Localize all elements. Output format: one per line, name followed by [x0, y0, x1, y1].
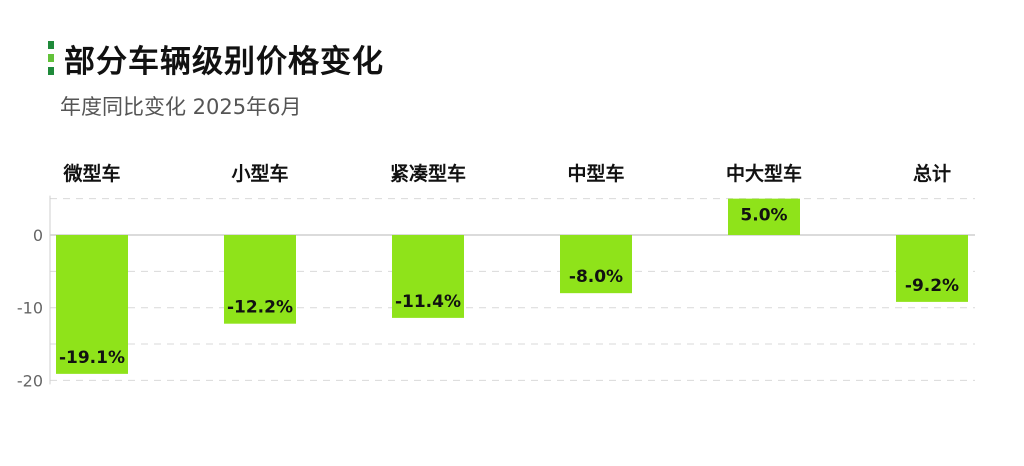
category-label: 总计 — [913, 162, 951, 185]
bar — [392, 235, 464, 318]
bars — [56, 198, 968, 374]
bar — [896, 235, 968, 302]
bar — [728, 198, 800, 235]
y-tick-label: -10 — [17, 299, 43, 318]
data-label: 5.0% — [740, 206, 787, 226]
data-label: -9.2% — [905, 276, 959, 296]
y-axis: 0 -10 -20 — [17, 195, 51, 390]
bar — [56, 235, 128, 374]
category-labels: 微型车 小型车 紧凑型车 中型车 中大型车 总计 — [62, 162, 951, 185]
data-label: -12.2% — [227, 298, 293, 318]
bar — [224, 235, 296, 324]
chart-subtitle: 年度同比变化 2025年6月 — [60, 95, 302, 119]
category-label: 微型车 — [62, 162, 120, 185]
category-label: 中大型车 — [726, 162, 802, 185]
gridlines — [50, 198, 975, 381]
category-label: 紧凑型车 — [390, 162, 466, 185]
data-label: -19.1% — [59, 348, 125, 368]
category-label: 中型车 — [567, 162, 624, 185]
title-block: 部分车辆级别价格变化 — [48, 38, 384, 80]
y-tick-label: 0 — [33, 226, 43, 245]
y-tick-label: -20 — [17, 371, 43, 390]
data-labels: -19.1% -12.2% -11.4% -8.0% 5.0% -9.2% — [59, 206, 959, 368]
data-label: -8.0% — [569, 267, 623, 287]
data-label: -11.4% — [395, 292, 461, 312]
category-label: 小型车 — [231, 162, 288, 185]
bar — [560, 235, 632, 294]
title-marker-icon — [48, 41, 54, 75]
chart-title: 部分车辆级别价格变化 — [64, 43, 384, 80]
